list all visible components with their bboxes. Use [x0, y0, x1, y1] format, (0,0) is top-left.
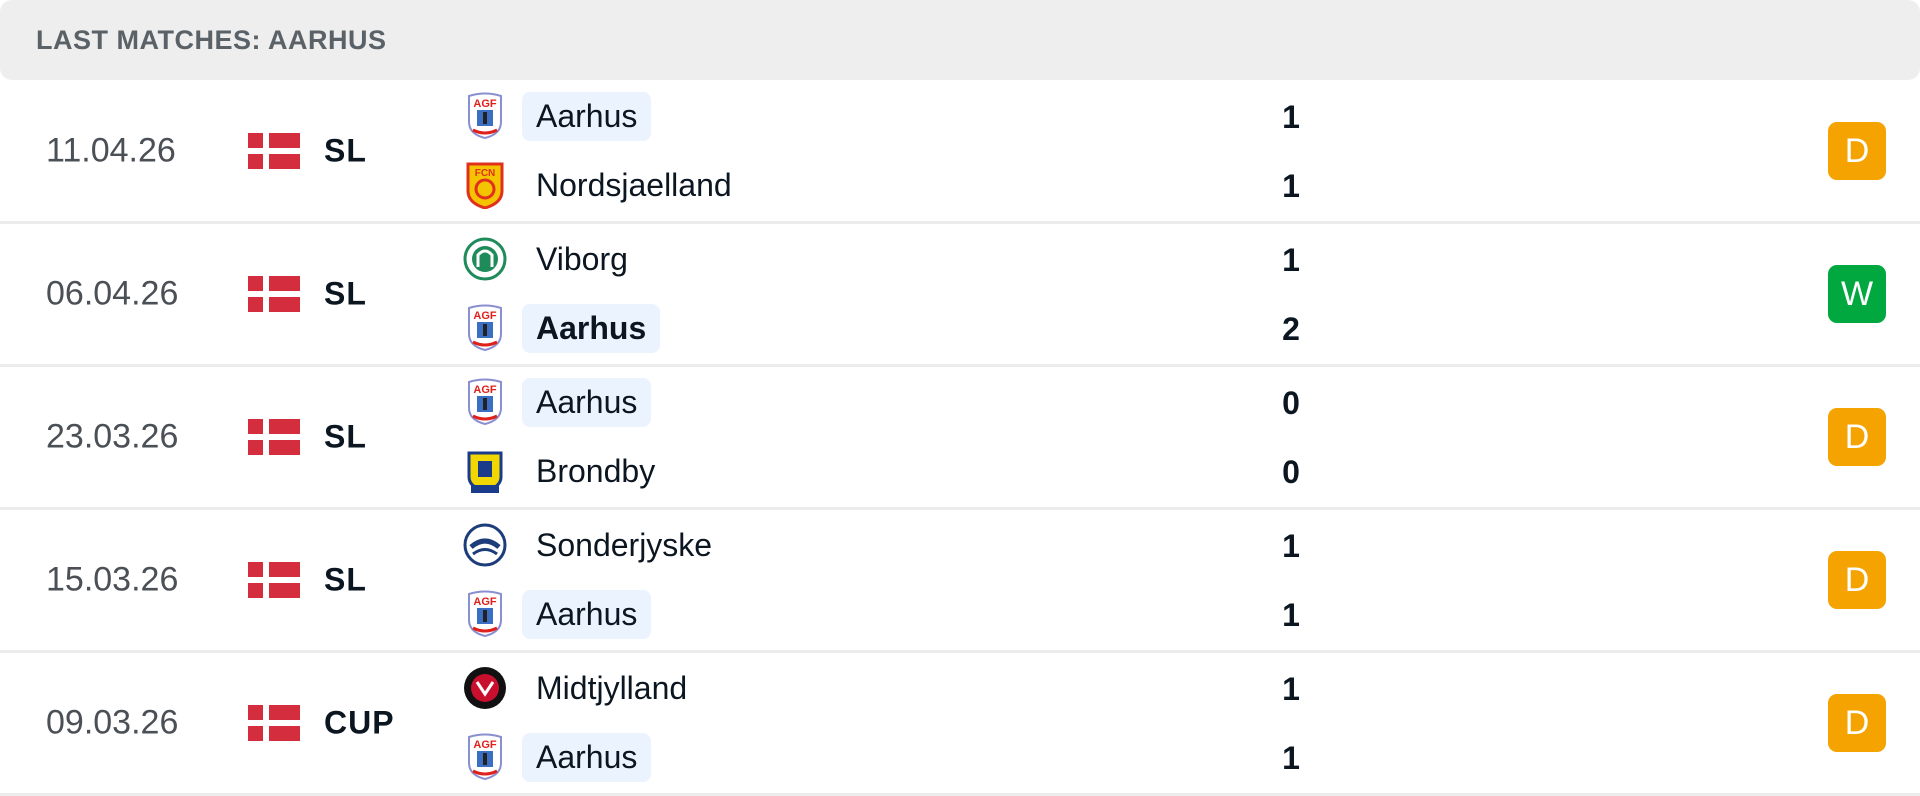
denmark-flag-icon [248, 276, 300, 312]
league-label: SL [324, 132, 367, 169]
viborg-crest-icon [462, 235, 508, 283]
match-date: 23.03.26 [46, 417, 179, 456]
away-team[interactable]: AGF Aarhus [462, 301, 661, 355]
section-header: LAST MATCHES: AARHUS [0, 0, 1920, 80]
result-badge: D [1828, 408, 1886, 466]
match-list: 11.04.26 SL AGF Aarhus 1 FCN Nordsjaella… [0, 81, 1920, 796]
away-team[interactable]: Brondby [462, 444, 669, 498]
aarhus-crest-icon: AGF [462, 590, 508, 638]
result-badge: D [1828, 122, 1886, 180]
match-row[interactable]: 06.04.26 SL Viborg 1 AGF Aarhus 2 W [0, 224, 1920, 367]
match-row[interactable]: 23.03.26 SL AGF Aarhus 0 Brondby 0 D [0, 367, 1920, 510]
league-label: SL [324, 561, 367, 598]
match-row[interactable]: 11.04.26 SL AGF Aarhus 1 FCN Nordsjaella… [0, 81, 1920, 224]
league-label: CUP [324, 704, 395, 741]
aarhus-crest-icon: AGF [462, 733, 508, 781]
away-team-name: Brondby [536, 452, 656, 489]
match-date: 09.03.26 [46, 703, 179, 742]
match-date: 06.04.26 [46, 274, 179, 313]
home-team-name: Sonderjyske [536, 526, 713, 563]
home-team-name: Aarhus [522, 377, 652, 427]
svg-text:FCN: FCN [475, 168, 496, 179]
away-score: 1 [1282, 597, 1300, 633]
home-score: 1 [1282, 99, 1300, 135]
home-team[interactable]: Sonderjyske [462, 518, 726, 572]
home-score: 1 [1282, 671, 1300, 707]
match-row[interactable]: 09.03.26 CUP Midtjylland 1 AGF Aarhus 1 … [0, 653, 1920, 796]
match-row[interactable]: 15.03.26 SL Sonderjyske 1 AGF Aarhus 1 D [0, 510, 1920, 653]
home-score: 0 [1282, 385, 1300, 421]
away-score: 1 [1282, 168, 1300, 204]
away-team-name: Nordsjaelland [536, 166, 732, 203]
home-score: 1 [1282, 242, 1300, 278]
midtjylland-crest-icon [462, 664, 508, 712]
result-badge: D [1828, 551, 1886, 609]
home-team[interactable]: AGF Aarhus [462, 375, 652, 429]
denmark-flag-icon [248, 562, 300, 598]
denmark-flag-icon [248, 419, 300, 455]
away-team-name: Aarhus [522, 732, 652, 782]
result-badge: W [1828, 265, 1886, 323]
denmark-flag-icon [248, 705, 300, 741]
section-title: LAST MATCHES: AARHUS [36, 24, 387, 55]
league-label: SL [324, 275, 367, 312]
home-team[interactable]: Midtjylland [462, 661, 701, 715]
away-team-name: Aarhus [522, 303, 661, 353]
away-team-name: Aarhus [522, 589, 652, 639]
away-score: 0 [1282, 454, 1300, 490]
home-team[interactable]: AGF Aarhus [462, 89, 652, 143]
aarhus-crest-icon: AGF [462, 378, 508, 426]
home-team-name: Viborg [536, 240, 628, 277]
svg-text:AGF: AGF [473, 384, 497, 396]
home-score: 1 [1282, 528, 1300, 564]
home-team[interactable]: Viborg [462, 232, 642, 286]
aarhus-crest-icon: AGF [462, 92, 508, 140]
brondby-crest-icon [462, 447, 508, 495]
away-score: 2 [1282, 311, 1300, 347]
home-team-name: Aarhus [522, 91, 652, 141]
svg-text:AGF: AGF [473, 98, 497, 110]
away-team[interactable]: AGF Aarhus [462, 730, 652, 784]
svg-text:AGF: AGF [473, 596, 497, 608]
svg-text:AGF: AGF [473, 739, 497, 751]
league-label: SL [324, 418, 367, 455]
home-team-name: Midtjylland [536, 669, 688, 706]
nordsjaelland-crest-icon: FCN [462, 161, 508, 209]
match-date: 15.03.26 [46, 560, 179, 599]
away-team[interactable]: FCN Nordsjaelland [462, 158, 746, 212]
match-date: 11.04.26 [46, 131, 176, 170]
sonderjyske-crest-icon [462, 521, 508, 569]
result-badge: D [1828, 694, 1886, 752]
away-team[interactable]: AGF Aarhus [462, 587, 652, 641]
denmark-flag-icon [248, 133, 300, 169]
svg-text:AGF: AGF [473, 310, 497, 322]
away-score: 1 [1282, 740, 1300, 776]
aarhus-crest-icon: AGF [462, 304, 508, 352]
